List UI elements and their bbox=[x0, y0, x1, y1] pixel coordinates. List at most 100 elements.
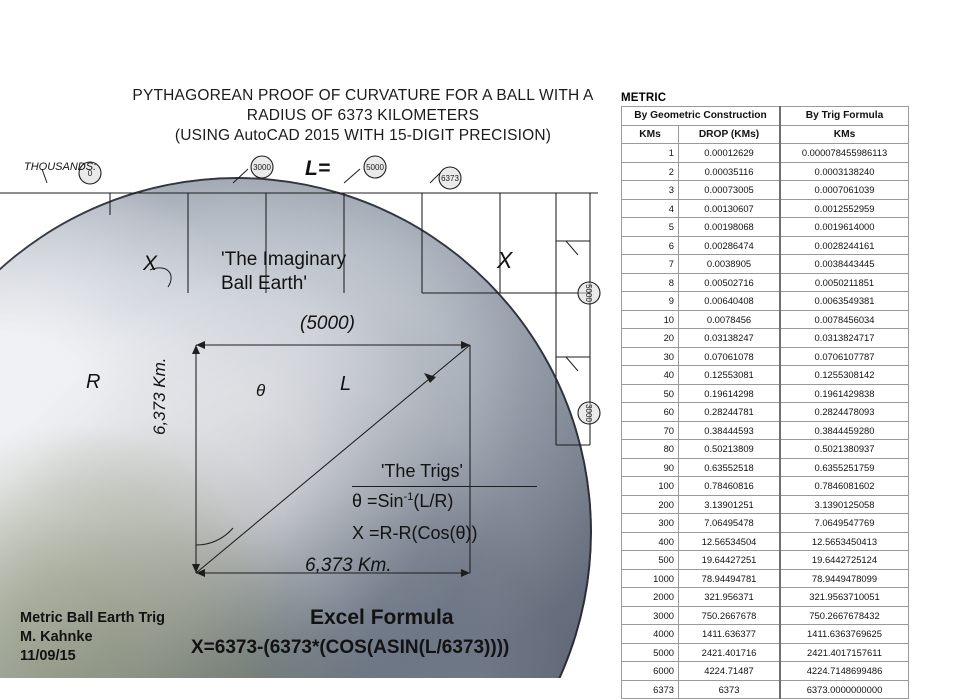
table-cell-drop: 0.00130607 bbox=[678, 198, 781, 218]
bubble-6373-top-label: 6373 bbox=[441, 173, 459, 183]
column-header-drop: DROP (KMs) bbox=[678, 124, 781, 144]
bubble-5000-right bbox=[577, 281, 601, 305]
table-cell-trig: 78.9449478099 bbox=[779, 568, 909, 588]
table-cell-drop: 0.50213809 bbox=[678, 439, 781, 459]
column-header-trig-kms: KMs bbox=[779, 124, 909, 144]
trigs-divider bbox=[352, 486, 537, 488]
vertical-dimension-label: 6,373 Km. bbox=[150, 357, 169, 436]
table-cell-trig: 6373.0000000000 bbox=[779, 679, 909, 699]
chord-length-label: L bbox=[340, 373, 352, 395]
table-cell-km: 6373 bbox=[621, 679, 679, 699]
table-cell-drop: 0.28244781 bbox=[678, 402, 781, 422]
table-cell-drop: 1411.636377 bbox=[678, 624, 781, 644]
table-row: 200 3.13901251 3.1390125058 bbox=[621, 494, 909, 514]
l-equals-label: L= bbox=[305, 157, 331, 180]
table-cell-trig: 0.0038443445 bbox=[779, 254, 909, 274]
table-cell-trig: 0.1961429838 bbox=[779, 383, 909, 403]
bubble-0-label: 0 bbox=[87, 168, 93, 178]
table-row: 8 0.00502716 0.0050211851 bbox=[621, 272, 909, 292]
table-cell-km: 200 bbox=[621, 494, 679, 514]
table-row: 3000 750.2667678 750.2667678432 bbox=[621, 605, 909, 625]
table-group-header-row: By Geometric Construction By Trig Formul… bbox=[621, 106, 909, 126]
table-row: 80 0.50213809 0.5021380937 bbox=[621, 439, 909, 459]
trig-theta-text: θ =Sin bbox=[352, 491, 404, 511]
table-cell-trig: 0.0019614000 bbox=[779, 217, 909, 237]
table-cell-trig: 0.1255308142 bbox=[779, 365, 909, 385]
curvature-diagram: 0 3000 5000 6373 5000 3000 THOUSANDS: L=… bbox=[0, 145, 612, 678]
table-cell-drop: 4224.71487 bbox=[678, 661, 781, 681]
table-cell-trig: 19.6442725124 bbox=[779, 550, 909, 570]
table-cell-km: 1000 bbox=[621, 568, 679, 588]
table-cell-trig: 0.3844459280 bbox=[779, 420, 909, 440]
trigs-title: 'The Trigs' bbox=[381, 461, 463, 481]
table-cell-km: 70 bbox=[621, 420, 679, 440]
table-cell-drop: 0.07061078 bbox=[678, 346, 781, 366]
table-row: 1 0.00012629 0.000078455986113 bbox=[621, 143, 909, 163]
table-row: 300 7.06495478 7.0649547769 bbox=[621, 513, 909, 533]
table-cell-drop: 750.2667678 bbox=[678, 605, 781, 625]
table-cell-trig: 0.0313824717 bbox=[779, 328, 909, 348]
trig-theta-formula: θ =Sin-1(L/R) bbox=[352, 491, 453, 512]
excel-formula-text: X=6373-(6373*(COS(ASIN(L/6373)))) bbox=[191, 637, 510, 658]
table-row: 20 0.03138247 0.0313824717 bbox=[621, 328, 909, 348]
table-cell-drop: 0.78460816 bbox=[678, 476, 781, 496]
table-cell-drop: 0.00035116 bbox=[678, 161, 781, 181]
table-cell-trig: 0.0706107787 bbox=[779, 346, 909, 366]
table-cell-trig: 0.0078456034 bbox=[779, 309, 909, 329]
table-cell-km: 60 bbox=[621, 402, 679, 422]
table-cell-trig: 2421.4017157611 bbox=[779, 642, 909, 662]
table-row: 2 0.00035116 0.0003138240 bbox=[621, 161, 909, 181]
table-cell-trig: 4224.7148699486 bbox=[779, 661, 909, 681]
table-cell-km: 20 bbox=[621, 328, 679, 348]
table-cell-drop: 0.0038905 bbox=[678, 254, 781, 274]
arrow-right bbox=[461, 341, 470, 349]
table-cell-km: 6000 bbox=[621, 661, 679, 681]
table-cell-trig: 7.0649547769 bbox=[779, 513, 909, 533]
table-cell-drop: 0.19614298 bbox=[678, 383, 781, 403]
table-cell-km: 30 bbox=[621, 346, 679, 366]
table-cell-trig: 0.6355251759 bbox=[779, 457, 909, 477]
table-row: 4 0.00130607 0.0012552959 bbox=[621, 198, 909, 218]
trig-x-formula: X =R-R(Cos(θ)) bbox=[352, 523, 478, 543]
leader-3000 bbox=[232, 168, 249, 184]
table-cell-drop: 0.0078456 bbox=[678, 309, 781, 329]
table-cell-drop: 0.00012629 bbox=[678, 143, 781, 163]
table-cell-km: 10 bbox=[621, 309, 679, 329]
leader-6373 bbox=[429, 172, 441, 184]
table-cell-trig: 0.0012552959 bbox=[779, 198, 909, 218]
table-row: 70 0.38444593 0.3844459280 bbox=[621, 420, 909, 440]
imaginary-ball-earth-line2: Ball Earth' bbox=[221, 273, 308, 294]
column-header-kms: KMs bbox=[621, 124, 679, 144]
table-cell-km: 6 bbox=[621, 235, 679, 255]
imaginary-ball-earth-line1: 'The Imaginary bbox=[221, 249, 347, 270]
table-cell-drop: 3.13901251 bbox=[678, 494, 781, 514]
bubble-3000-right-label: 3000 bbox=[584, 404, 594, 422]
credit-date: 11/09/15 bbox=[20, 648, 76, 664]
table-cell-trig: 0.2824478093 bbox=[779, 402, 909, 422]
table-cell-km: 5000 bbox=[621, 642, 679, 662]
table-cell-drop: 0.00502716 bbox=[678, 272, 781, 292]
horizontal-dimension-label: 6,373 Km. bbox=[305, 555, 392, 576]
table-cell-km: 9 bbox=[621, 291, 679, 311]
table-row: 1000 78.94494781 78.9449478099 bbox=[621, 568, 909, 588]
table-cell-km: 90 bbox=[621, 457, 679, 477]
table-cell-trig: 0.000078455986113 bbox=[779, 143, 909, 163]
table-cell-drop: 0.03138247 bbox=[678, 328, 781, 348]
excel-formula-title: Excel Formula bbox=[310, 606, 454, 629]
table-cell-km: 400 bbox=[621, 531, 679, 551]
theta-label: θ bbox=[256, 381, 266, 400]
table-cell-km: 1 bbox=[621, 143, 679, 163]
leader-5000 bbox=[343, 168, 361, 184]
diagram-vector-overlay bbox=[0, 155, 601, 577]
leader-5000-right bbox=[565, 240, 579, 256]
table-cell-drop: 2421.401716 bbox=[678, 642, 781, 662]
title-line-3: (USING AutoCAD 2015 WITH 15-DIGIT PRECIS… bbox=[174, 127, 552, 144]
table-row: 3 0.00073005 0.0007061039 bbox=[621, 180, 909, 200]
table-cell-km: 80 bbox=[621, 439, 679, 459]
table-row: 6373 6373 6373.0000000000 bbox=[621, 679, 909, 699]
table-cell-drop: 0.00286474 bbox=[678, 235, 781, 255]
thousands-label: THOUSANDS: bbox=[24, 161, 97, 173]
trig-theta-exponent: -1 bbox=[403, 491, 414, 503]
table-caption: METRIC bbox=[621, 92, 667, 104]
table-row: 50 0.19614298 0.1961429838 bbox=[621, 383, 909, 403]
